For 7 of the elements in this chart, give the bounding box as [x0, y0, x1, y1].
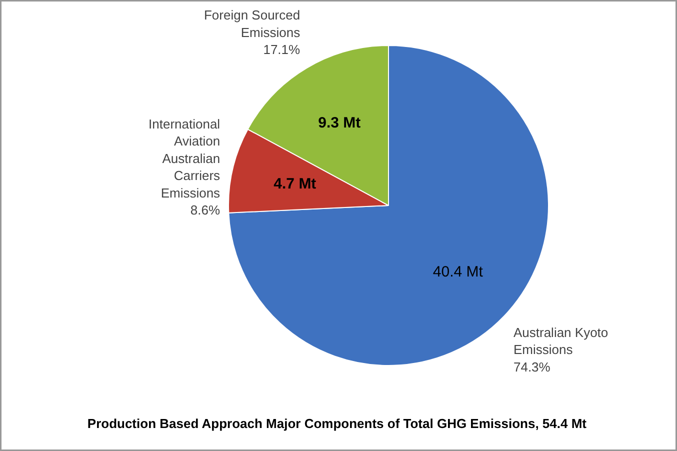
- data-label: 40.4 Mt: [432, 263, 484, 280]
- slice-label: Australian Kyoto Emissions 74.3%: [513, 324, 608, 374]
- slice-label: Foreign Sourced Emissions 17.1%: [204, 8, 301, 58]
- text: Production Based Approach Major Components of Total GHG Emissions, 54.4 Mt: [87, 416, 588, 431]
- data-label: 9.3 Mt: [318, 114, 361, 132]
- data-label: 4.7 Mt: [274, 176, 316, 193]
- slice-label: International Aviation Australian Carriers Emissions 8.6%: [148, 116, 221, 218]
